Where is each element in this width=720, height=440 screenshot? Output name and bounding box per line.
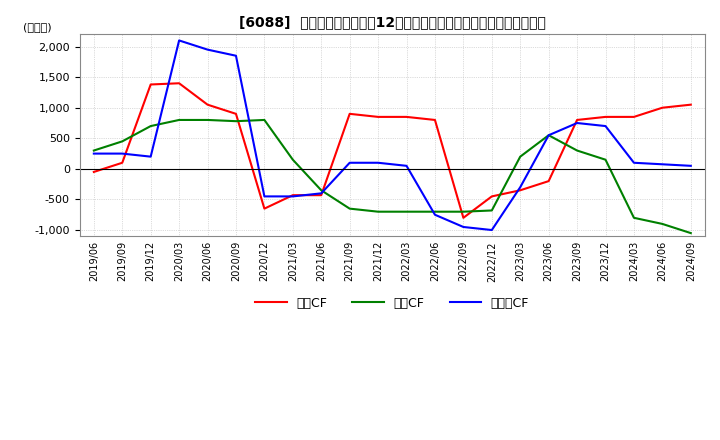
- フリーCF: [459, 224, 468, 230]
- 投資CF: [629, 215, 638, 220]
- 営業CF: [146, 82, 155, 87]
- 営業CF: [118, 160, 127, 165]
- Line: 投資CF: 投資CF: [94, 120, 690, 233]
- 営業CF: [544, 179, 553, 184]
- 投資CF: [203, 117, 212, 123]
- 営業CF: [658, 105, 667, 110]
- 投資CF: [374, 209, 382, 214]
- 営業CF: [487, 194, 496, 199]
- 投資CF: [487, 208, 496, 213]
- フリーCF: [402, 163, 411, 169]
- フリーCF: [289, 194, 297, 199]
- フリーCF: [601, 124, 610, 129]
- 投資CF: [431, 209, 439, 214]
- フリーCF: [203, 47, 212, 52]
- 営業CF: [601, 114, 610, 120]
- 投資CF: [658, 221, 667, 227]
- 投資CF: [459, 209, 468, 214]
- 投資CF: [402, 209, 411, 214]
- フリーCF: [516, 185, 525, 190]
- フリーCF: [487, 227, 496, 233]
- 投資CF: [118, 139, 127, 144]
- フリーCF: [146, 154, 155, 159]
- 営業CF: [402, 114, 411, 120]
- 営業CF: [232, 111, 240, 117]
- Text: (百万円): (百万円): [23, 22, 52, 32]
- 営業CF: [346, 111, 354, 117]
- フリーCF: [260, 194, 269, 199]
- Line: 営業CF: 営業CF: [94, 83, 690, 218]
- 投資CF: [686, 231, 695, 236]
- Title: [6088]  キャッシュフローの12か月移動合計の対前年同期増減額の推移: [6088] キャッシュフローの12か月移動合計の対前年同期増減額の推移: [239, 15, 546, 29]
- 営業CF: [175, 81, 184, 86]
- フリーCF: [175, 38, 184, 43]
- 営業CF: [260, 206, 269, 211]
- 営業CF: [89, 169, 98, 175]
- 投資CF: [175, 117, 184, 123]
- 投資CF: [544, 132, 553, 138]
- フリーCF: [374, 160, 382, 165]
- 投資CF: [601, 157, 610, 162]
- フリーCF: [629, 160, 638, 165]
- 投資CF: [516, 154, 525, 159]
- 営業CF: [431, 117, 439, 123]
- 営業CF: [203, 102, 212, 107]
- 営業CF: [629, 114, 638, 120]
- 営業CF: [573, 117, 582, 123]
- 投資CF: [573, 148, 582, 153]
- 営業CF: [516, 187, 525, 193]
- Legend: 営業CF, 投資CF, フリーCF: 営業CF, 投資CF, フリーCF: [251, 292, 534, 315]
- 投資CF: [260, 117, 269, 123]
- フリーCF: [686, 163, 695, 169]
- 投資CF: [317, 187, 325, 193]
- フリーCF: [431, 212, 439, 217]
- 投資CF: [289, 157, 297, 162]
- 投資CF: [232, 118, 240, 124]
- 投資CF: [146, 124, 155, 129]
- 営業CF: [289, 193, 297, 198]
- フリーCF: [232, 53, 240, 59]
- フリーCF: [658, 161, 667, 167]
- 投資CF: [89, 148, 98, 153]
- 営業CF: [459, 215, 468, 220]
- フリーCF: [317, 191, 325, 196]
- フリーCF: [346, 160, 354, 165]
- Line: フリーCF: フリーCF: [94, 40, 690, 230]
- フリーCF: [89, 151, 98, 156]
- 営業CF: [374, 114, 382, 120]
- フリーCF: [573, 121, 582, 126]
- フリーCF: [544, 132, 553, 138]
- 営業CF: [686, 102, 695, 107]
- フリーCF: [118, 151, 127, 156]
- 投資CF: [346, 206, 354, 211]
- 営業CF: [317, 193, 325, 198]
